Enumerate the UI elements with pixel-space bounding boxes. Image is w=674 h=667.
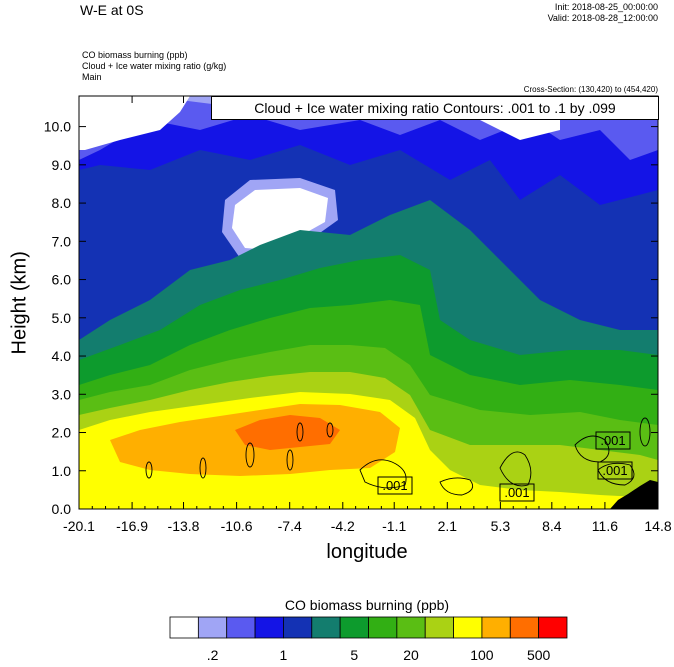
field-label-main: Main	[82, 72, 102, 82]
plot-field	[79, 96, 658, 509]
x-tick-label: -4.2	[331, 518, 355, 534]
contour-label: .001	[602, 463, 627, 478]
contour-label-box	[377, 476, 413, 495]
y-tick-label: 0.0	[52, 501, 72, 517]
colorbar-swatch	[424, 616, 454, 639]
x-tick-label: 2.1	[438, 518, 458, 534]
x-tick-label: -16.9	[116, 518, 148, 534]
colorbar-label: .2	[207, 647, 219, 663]
contour-label: .001	[600, 433, 625, 448]
colorbar-label: 500	[527, 647, 551, 663]
contour-label-box	[595, 431, 631, 450]
y-axis-label: Height (km)	[8, 251, 31, 355]
colorbar-swatch	[197, 616, 228, 639]
contour-label: .001	[504, 485, 529, 500]
x-tick-label: 8.4	[542, 518, 562, 534]
colorbar-label: 20	[403, 647, 419, 663]
y-tick-label: 10.0	[44, 119, 71, 135]
x-tick-label: 5.3	[491, 518, 511, 534]
init-time: Init: 2018-08-25_00:00:00	[554, 2, 658, 12]
colorbar-swatch	[226, 616, 256, 639]
colorbar-swatch	[509, 616, 540, 639]
x-tick-label: -10.6	[221, 518, 253, 534]
colorbar-swatch	[368, 616, 398, 639]
y-tick-label: 2.0	[52, 425, 72, 441]
colorbar-swatch	[169, 616, 199, 639]
contour-label-box	[597, 461, 633, 480]
y-tick-label: 1.0	[52, 463, 72, 479]
contour-label: .001	[382, 478, 407, 493]
valid-time: Valid: 2018-08-28_12:00:00	[547, 13, 658, 23]
x-tick-label: -7.4	[278, 518, 302, 534]
x-tick-label: -20.1	[63, 518, 95, 534]
x-tick-label: -1.1	[382, 518, 406, 534]
y-tick-label: 9.0	[52, 157, 72, 173]
colorbar-swatch	[254, 616, 284, 639]
colorbar-label: 100	[470, 647, 494, 663]
contour-info-box: Cloud + Ice water mixing ratio Contours:…	[211, 96, 659, 120]
field-label-cloud: Cloud + Ice water mixing ratio (g/kg)	[82, 61, 227, 71]
x-tick-label: 11.6	[592, 518, 618, 534]
colorbar-swatch	[396, 616, 426, 639]
x-tick-label: 14.8	[644, 518, 671, 534]
y-tick-label: 6.0	[52, 272, 72, 288]
field-label-co: CO biomass burning (ppb)	[82, 50, 188, 60]
colorbar-swatch	[453, 616, 483, 639]
colorbar-label: 5	[350, 647, 358, 663]
contour-label-box	[499, 483, 535, 502]
colorbar-swatch	[311, 616, 341, 639]
y-tick-label: 8.0	[52, 195, 72, 211]
colorbar-swatch	[538, 616, 568, 639]
colorbar-title: CO biomass burning (ppb)	[284, 597, 450, 613]
y-tick-label: 3.0	[52, 386, 72, 402]
cross-section-label: Cross-Section: (130,420) to (454,420)	[523, 85, 658, 94]
y-tick-label: 7.0	[52, 233, 72, 249]
plot-title: W-E at 0S	[80, 2, 144, 18]
x-tick-label: -13.8	[168, 518, 200, 534]
y-tick-label: 4.0	[52, 348, 72, 364]
colorbar-swatch	[339, 616, 369, 639]
colorbar-swatch	[283, 616, 313, 639]
x-axis-label: longitude	[326, 541, 408, 563]
colorbar-swatch	[481, 616, 511, 639]
y-tick-label: 5.0	[52, 310, 72, 326]
colorbar-label: 1	[280, 647, 288, 663]
